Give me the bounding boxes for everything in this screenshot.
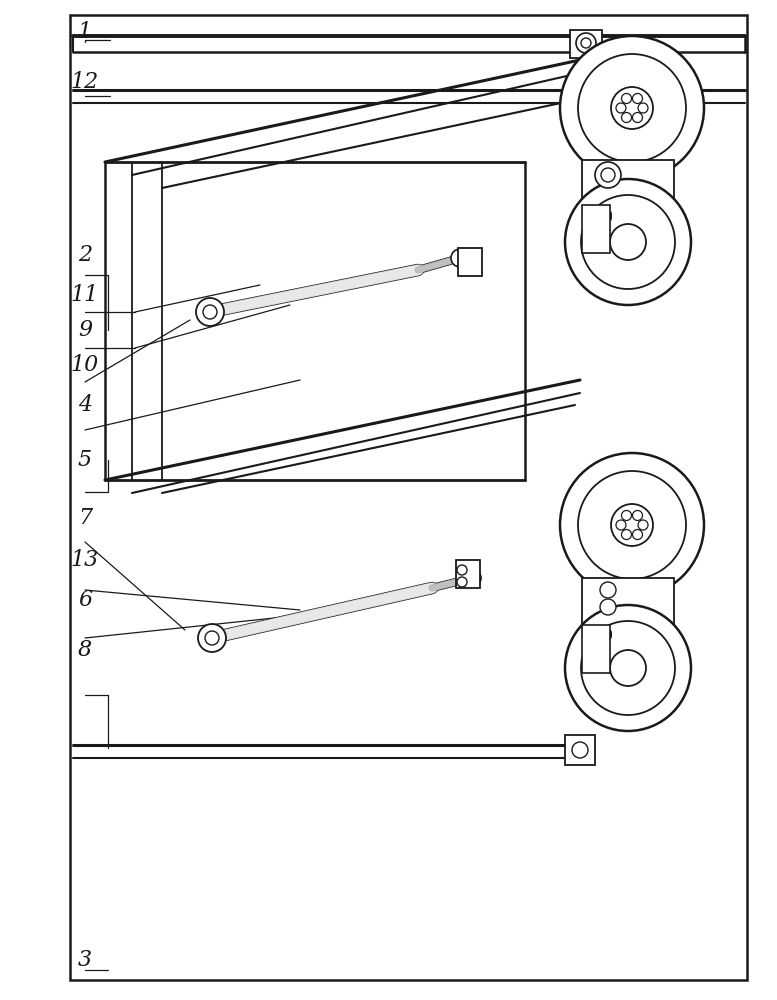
Bar	[458, 248, 482, 276]
Text: 1: 1	[78, 21, 92, 43]
Circle shape	[457, 565, 467, 575]
Text: 3: 3	[78, 949, 92, 971]
Circle shape	[576, 33, 596, 53]
Circle shape	[565, 179, 691, 305]
Text: 2: 2	[78, 244, 92, 266]
Circle shape	[457, 577, 467, 587]
Circle shape	[601, 168, 615, 182]
Circle shape	[572, 742, 588, 758]
Circle shape	[581, 38, 591, 48]
Circle shape	[622, 93, 632, 103]
Circle shape	[610, 650, 646, 686]
Circle shape	[198, 624, 226, 652]
Circle shape	[616, 103, 626, 113]
Bar	[582, 578, 674, 633]
Circle shape	[622, 113, 632, 123]
Circle shape	[632, 530, 643, 540]
Circle shape	[638, 103, 648, 113]
Circle shape	[203, 305, 217, 319]
Circle shape	[622, 510, 632, 520]
Circle shape	[560, 453, 704, 597]
Circle shape	[600, 582, 616, 598]
Circle shape	[638, 520, 648, 530]
Bar	[456, 560, 480, 588]
Circle shape	[595, 162, 621, 188]
Text: 5: 5	[78, 449, 92, 471]
Circle shape	[622, 530, 632, 540]
Circle shape	[451, 249, 469, 267]
Circle shape	[632, 93, 643, 103]
Circle shape	[560, 36, 704, 180]
Text: 9: 9	[78, 319, 92, 341]
Text: 12: 12	[71, 71, 99, 93]
Circle shape	[611, 87, 653, 129]
Bar	[582, 160, 674, 215]
Bar	[70, 15, 747, 980]
Circle shape	[581, 621, 675, 715]
Circle shape	[611, 504, 653, 546]
Circle shape	[616, 520, 626, 530]
Circle shape	[581, 195, 675, 289]
Circle shape	[632, 113, 643, 123]
Text: 6: 6	[78, 589, 92, 611]
Bar	[565, 735, 595, 765]
Circle shape	[196, 298, 224, 326]
Circle shape	[632, 510, 643, 520]
Bar	[570, 30, 602, 58]
Bar	[582, 625, 610, 673]
Circle shape	[205, 631, 219, 645]
Text: 7: 7	[78, 507, 92, 529]
Circle shape	[578, 471, 686, 579]
Bar	[582, 205, 610, 253]
Text: 4: 4	[78, 394, 92, 416]
Text: 10: 10	[71, 354, 99, 376]
Text: 8: 8	[78, 639, 92, 661]
Circle shape	[565, 605, 691, 731]
Text: 13: 13	[71, 549, 99, 571]
Text: 11: 11	[71, 284, 99, 306]
Circle shape	[610, 224, 646, 260]
Circle shape	[463, 569, 481, 587]
Circle shape	[600, 599, 616, 615]
Circle shape	[578, 54, 686, 162]
